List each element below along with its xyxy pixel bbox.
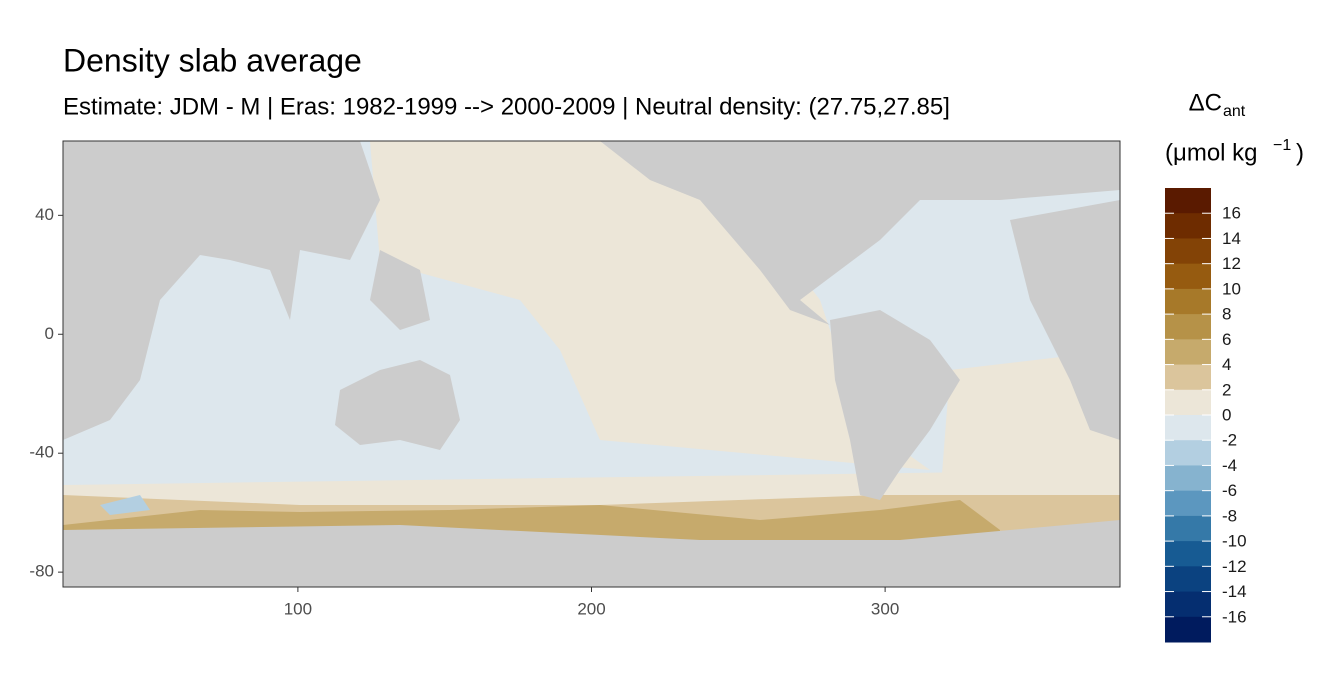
patch <box>100 495 150 515</box>
north-america <box>600 141 1120 325</box>
colorbar-bin <box>1165 490 1211 517</box>
legend-title-close: ) <box>1296 139 1304 166</box>
colorbar-bin <box>1165 389 1211 416</box>
colorbar-bin <box>1165 314 1211 340</box>
colorbar-label: -8 <box>1222 506 1237 525</box>
x-tick-label: 100 <box>284 599 312 618</box>
colorbar-label: 10 <box>1222 279 1241 298</box>
south-america <box>830 310 960 500</box>
australia <box>335 360 460 450</box>
legend-title-symbol: ΔC <box>1189 89 1222 116</box>
colorbar-bin <box>1165 440 1211 466</box>
colorbar-bin <box>1165 566 1211 593</box>
colorbar-bin <box>1165 541 1211 567</box>
colorbar-bin <box>1165 238 1211 265</box>
antarctica <box>63 520 1120 587</box>
colorbar-bin <box>1165 591 1211 618</box>
x-tick-label: 200 <box>577 599 605 618</box>
colorbar-bin <box>1165 465 1211 492</box>
colorbar-label: 0 <box>1222 405 1231 424</box>
y-tick-label: -40 <box>29 443 54 462</box>
colorbar-label: -4 <box>1222 456 1237 475</box>
colorbar-label: 12 <box>1222 254 1241 273</box>
pacific-field <box>370 141 930 470</box>
y-tick-label: 40 <box>35 205 54 224</box>
legend-title-superscript: −1 <box>1273 137 1291 154</box>
africa-eurasia <box>63 141 380 440</box>
colorbar-label: -12 <box>1222 557 1247 576</box>
legend-title-subscript: ant <box>1223 103 1246 120</box>
colorbar-label: 14 <box>1222 229 1241 248</box>
colorbar-label: -2 <box>1222 431 1237 450</box>
colorbar-bin <box>1165 364 1211 391</box>
colorbar-label: -16 <box>1222 607 1247 626</box>
chart-subtitle: Estimate: JDM - M | Eras: 1982-1999 --> … <box>63 93 950 120</box>
colorbar-bin <box>1165 213 1211 239</box>
colorbar-bin <box>1165 288 1211 315</box>
chart-title: Density slab average <box>63 42 362 78</box>
legend-title-unit: (μmol kg <box>1165 139 1258 166</box>
colorbar-bin <box>1165 263 1211 290</box>
colorbar-bin <box>1165 515 1211 542</box>
y-tick-label: 0 <box>45 324 54 343</box>
colorbar-bin <box>1165 339 1211 366</box>
colorbar-label: -10 <box>1222 532 1247 551</box>
colorbar-label: -6 <box>1222 481 1237 500</box>
y-tick-label: -80 <box>29 562 54 581</box>
colorbar-label: 4 <box>1222 355 1231 374</box>
se-asia <box>370 250 430 330</box>
colorbar-bin <box>1165 188 1211 214</box>
map <box>62 140 1121 588</box>
colorbar-label: 16 <box>1222 204 1241 223</box>
colorbar-bin <box>1165 616 1211 643</box>
africa-east <box>1010 200 1120 440</box>
colorbar-label: 8 <box>1222 305 1231 324</box>
colorbar-label: 2 <box>1222 380 1231 399</box>
colorbar-label: 6 <box>1222 330 1231 349</box>
colorbar-label: -14 <box>1222 582 1247 601</box>
x-tick-label: 300 <box>871 599 899 618</box>
colorbar-bin <box>1165 415 1211 441</box>
